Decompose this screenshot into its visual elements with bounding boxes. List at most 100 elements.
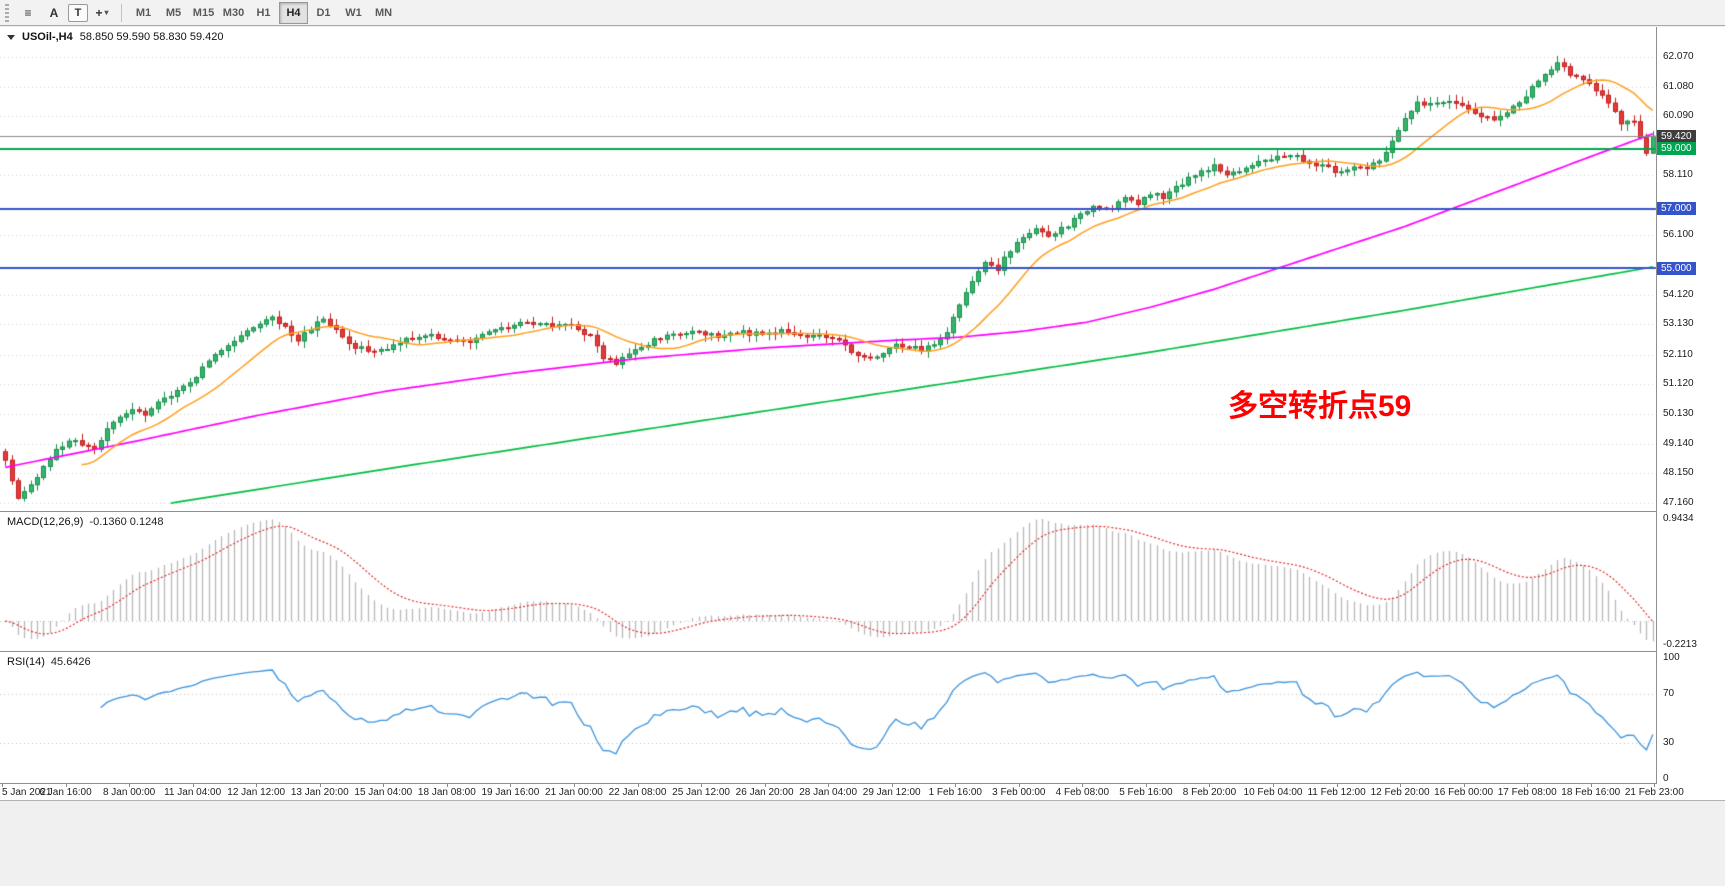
rsi-axis-label: 0 (1663, 773, 1669, 784)
price-axis[interactable]: 62.070 61.080 60.090 58.110 56.100 54.120 53.1… (1657, 27, 1725, 784)
time-tick (1654, 784, 1656, 787)
time-label: 29 Jan 12:00 (862, 787, 921, 798)
price-grid-label: 61.080 (1663, 80, 1694, 92)
price-grid-label: 54.120 (1663, 288, 1694, 300)
price-grid-label: 58.110 (1663, 169, 1693, 181)
text-tool-t-button[interactable]: T (68, 3, 88, 22)
time-tick (637, 784, 639, 787)
text-label-a-button[interactable]: A (42, 2, 66, 24)
macd-indicator-canvas[interactable] (0, 512, 1657, 651)
rsi-value: 45.6426 (50, 656, 91, 668)
time-tick (828, 784, 830, 787)
toolbar: ≡ A T + ▾ M1 M5 M15 M30 H1 H4 D1 W1 MN (0, 0, 1725, 26)
time-label: 21 Feb 23:00 (1624, 787, 1684, 798)
macd-name: MACD(12,26,9) (7, 516, 84, 528)
text-tool-t-glyph: T (74, 6, 82, 19)
price-grid-label: 48.150 (1663, 467, 1694, 479)
price-chart-canvas[interactable] (0, 27, 1657, 511)
rsi-indicator-canvas[interactable] (0, 652, 1657, 783)
timeframe-m15-button[interactable]: M15 (192, 6, 215, 19)
time-tick (510, 784, 512, 787)
rsi-axis-label: 100 (1663, 652, 1680, 663)
time-label: 5 Feb 16:00 (1119, 787, 1173, 798)
time-tick (2, 784, 3, 787)
bid-price-tag: 59.420 (1657, 129, 1696, 143)
time-tick (1082, 784, 1084, 787)
time-label: 3 Feb 00:00 (992, 787, 1046, 798)
time-tick (1145, 784, 1147, 787)
time-tick (1527, 784, 1529, 787)
time-tick (65, 784, 67, 787)
level-price-tag: 57.000 (1657, 202, 1696, 216)
timeframe-h4-button[interactable]: H4 (279, 1, 308, 24)
time-label: 26 Jan 20:00 (735, 787, 794, 798)
timeframe-toolbar: M1 M5 M15 M30 H1 H4 D1 W1 MN (129, 1, 398, 24)
timeframe-m30-button[interactable]: M30 (222, 6, 245, 19)
time-label: 17 Feb 08:00 (1497, 787, 1557, 798)
symbol-dropdown-icon[interactable] (7, 34, 15, 40)
time-tick (1463, 784, 1465, 787)
macd-values: -0.1360 0.1248 (89, 516, 164, 528)
timeframe-d1-button[interactable]: D1 (316, 6, 331, 19)
time-label: 22 Jan 08:00 (608, 787, 667, 798)
price-grid-label: 60.090 (1663, 110, 1694, 122)
rsi-axis-label: 30 (1663, 736, 1675, 748)
price-grid-label: 50.130 (1663, 408, 1694, 420)
price-grid-label: 49.140 (1663, 437, 1694, 449)
dropdown-caret-icon: ▾ (104, 8, 109, 17)
time-tick (319, 784, 321, 787)
time-label: 15 Jan 04:00 (354, 787, 413, 798)
time-tick (701, 784, 703, 787)
time-tick (764, 784, 766, 787)
rsi-indicator-label: RSI(14) 45.6426 (7, 656, 91, 668)
time-label: 13 Jan 20:00 (290, 787, 349, 798)
pane-separator[interactable] (0, 651, 1725, 652)
timeframe-mn-button[interactable]: MN (374, 6, 393, 19)
crosshair-dropdown-button[interactable]: + ▾ (90, 2, 114, 24)
time-label: 11 Jan 04:00 (164, 787, 222, 798)
time-label: 16 Feb 00:00 (1434, 787, 1494, 798)
chart-header: USOil-,H4 58.850 59.590 58.830 59.420 (7, 31, 223, 43)
time-label: 19 Jan 16:00 (481, 787, 540, 798)
time-label: 18 Feb 16:00 (1561, 787, 1621, 798)
time-label: 1 Feb 16:00 (928, 787, 982, 798)
timeframe-m1-button[interactable]: M1 (135, 6, 152, 19)
time-label: 28 Jan 04:00 (799, 787, 858, 798)
macd-axis-min: -0.2213 (1663, 639, 1697, 650)
time-tick (1590, 784, 1592, 787)
time-label: 10 Feb 04:00 (1243, 787, 1303, 798)
price-grid-label: 53.130 (1663, 318, 1694, 330)
time-label: 25 Jan 12:00 (672, 787, 730, 798)
window-bottom-area (0, 800, 1725, 886)
time-axis[interactable]: 5 Jan 2021 6 Jan 16:00 8 Jan 00:00 11 Jan 0… (0, 784, 1725, 800)
toolbar-separator (121, 3, 122, 22)
chart-grid-icon[interactable]: ≡ (16, 2, 40, 24)
time-label: 5 Jan 2021 (2, 787, 52, 798)
time-label: 8 Jan 00:00 (102, 787, 156, 798)
time-label: 12 Feb 20:00 (1370, 787, 1430, 798)
time-tick (891, 784, 893, 787)
time-label: 8 Feb 20:00 (1182, 787, 1237, 798)
time-label: 11 Feb 12:00 (1307, 787, 1366, 798)
macd-axis-max: 0.9434 (1663, 513, 1694, 524)
time-label: 21 Jan 00:00 (545, 787, 603, 798)
symbol-timeframe-label: USOil-,H4 (22, 31, 73, 43)
price-grid-label: 52.110 (1663, 348, 1693, 360)
rsi-axis-label: 70 (1663, 688, 1675, 700)
timeframe-h1-button[interactable]: H1 (256, 6, 271, 19)
price-grid-label: 51.120 (1663, 378, 1694, 390)
price-axis-border (1656, 27, 1657, 784)
time-tick (1336, 784, 1338, 787)
timeframe-w1-button[interactable]: W1 (345, 6, 362, 19)
chart-grid-icon-glyph: ≡ (24, 5, 32, 20)
crosshair-dropdown-glyph: + (95, 5, 103, 20)
toolbar-grip[interactable] (5, 3, 9, 22)
level-price-tag: 55.000 (1657, 261, 1696, 275)
timeframe-m5-button[interactable]: M5 (165, 6, 182, 19)
pane-separator[interactable] (0, 511, 1725, 512)
time-tick (383, 784, 385, 787)
time-tick (129, 784, 131, 787)
time-tick (192, 784, 194, 787)
tool-icon-group: ≡ A T + ▾ (16, 2, 114, 24)
